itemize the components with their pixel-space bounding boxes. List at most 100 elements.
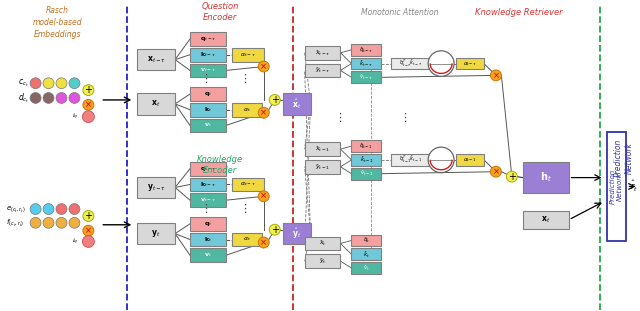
Circle shape [259,107,269,118]
Text: $\mathbf{k}_t$: $\mathbf{k}_t$ [204,105,212,114]
Text: $\hat{x}_t$: $\hat{x}_t$ [319,239,326,248]
FancyBboxPatch shape [456,58,484,69]
Circle shape [69,204,80,215]
FancyBboxPatch shape [190,87,226,101]
FancyBboxPatch shape [190,178,226,191]
Text: Prediction
Network: Prediction Network [610,169,623,204]
Circle shape [428,147,454,173]
Text: $\hat{q}_{t-\tau}$: $\hat{q}_{t-\tau}$ [359,45,373,55]
FancyBboxPatch shape [305,160,340,174]
FancyBboxPatch shape [305,254,340,268]
Text: ×: × [260,192,268,201]
FancyBboxPatch shape [232,233,262,246]
Text: $\alpha_{t-\tau}$: $\alpha_{t-\tau}$ [463,60,477,67]
Circle shape [30,93,41,103]
Circle shape [428,51,454,76]
Text: $\mathbf{y}_{t-\tau}$: $\mathbf{y}_{t-\tau}$ [147,182,166,193]
FancyBboxPatch shape [283,93,310,115]
Circle shape [43,78,54,89]
Text: ⋮: ⋮ [239,204,250,214]
Text: ×: × [85,226,92,235]
Text: $\mathbf{k}_{t-\tau}$: $\mathbf{k}_{t-\tau}$ [200,180,216,189]
FancyBboxPatch shape [456,154,484,166]
FancyBboxPatch shape [190,162,226,176]
FancyBboxPatch shape [137,49,175,71]
FancyBboxPatch shape [351,140,381,152]
Text: $i_q$: $i_q$ [72,112,79,122]
Text: ×: × [492,71,499,80]
Text: $\hat{k}_{t-1}$: $\hat{k}_{t-1}$ [360,155,373,165]
FancyBboxPatch shape [351,58,381,69]
Circle shape [83,111,94,123]
Text: $\hat{x}_{t-\tau}$: $\hat{x}_{t-\tau}$ [315,48,330,58]
Text: $\hat{v}_t$: $\hat{v}_t$ [363,263,370,273]
Circle shape [259,61,269,72]
Text: $\hat{y}_{t-1}$: $\hat{y}_{t-1}$ [315,162,330,172]
Text: +: + [84,211,92,221]
Circle shape [83,100,94,110]
Text: $\hat{v}_{t-\tau}$: $\hat{v}_{t-\tau}$ [360,72,373,82]
Text: $\mathbf{q}_t$: $\mathbf{q}_t$ [204,90,212,98]
Text: ⋮: ⋮ [200,204,211,214]
Text: Monotonic Attention: Monotonic Attention [360,8,438,17]
Text: $\hat{y}_{t-\tau}$: $\hat{y}_{t-\tau}$ [315,66,330,75]
FancyBboxPatch shape [351,248,381,260]
Circle shape [83,225,94,236]
Circle shape [56,93,67,103]
FancyBboxPatch shape [137,93,175,115]
Text: ×: × [260,62,268,71]
FancyBboxPatch shape [190,48,226,62]
Text: $\mathbf{x}_{t-\tau}$: $\mathbf{x}_{t-\tau}$ [147,54,166,65]
Circle shape [83,236,94,247]
Circle shape [69,93,80,103]
Text: $\alpha_{t-1}$: $\alpha_{t-1}$ [463,156,477,164]
Circle shape [30,78,41,89]
Text: $\mathbf{q}_{t-\tau}$: $\mathbf{q}_{t-\tau}$ [200,35,216,43]
FancyBboxPatch shape [190,233,226,246]
Text: $i_q$: $i_q$ [72,236,79,247]
Text: $\mathbf{x}_t$: $\mathbf{x}_t$ [541,215,550,225]
FancyBboxPatch shape [190,193,226,207]
FancyBboxPatch shape [351,72,381,83]
Text: Question
Encoder: Question Encoder [201,2,239,22]
Circle shape [83,211,94,221]
Text: $\mathbf{q}_{t-\tau}$: $\mathbf{q}_{t-\tau}$ [200,165,216,173]
Text: $\mathbf{k}_t$: $\mathbf{k}_t$ [204,235,212,244]
Circle shape [259,191,269,202]
FancyBboxPatch shape [232,48,264,62]
FancyBboxPatch shape [190,63,226,77]
Circle shape [43,204,54,215]
Circle shape [69,217,80,228]
Text: ×: × [85,100,92,109]
Text: Knowledge Retriever: Knowledge Retriever [475,8,563,17]
Circle shape [83,85,94,95]
Text: $\hat{\mathbf{x}}_t$: $\hat{\mathbf{x}}_t$ [292,97,301,111]
FancyBboxPatch shape [351,234,381,246]
FancyBboxPatch shape [232,103,262,117]
FancyBboxPatch shape [305,63,340,77]
Text: $\hat{\mathbf{y}}_t$: $\hat{\mathbf{y}}_t$ [292,226,301,241]
Text: $\alpha_t$: $\alpha_t$ [243,106,251,114]
Text: $\mathbf{q}_t$: $\mathbf{q}_t$ [204,220,212,228]
Text: $\mathbf{x}_t$: $\mathbf{x}_t$ [152,99,161,109]
Circle shape [30,204,41,215]
FancyBboxPatch shape [351,154,381,166]
Text: +: + [271,225,278,235]
Text: $d_{c_t}$: $d_{c_t}$ [18,91,29,105]
Circle shape [506,171,517,182]
Circle shape [30,217,41,228]
Text: $\alpha_{t-\tau}$: $\alpha_{t-\tau}$ [240,51,256,59]
Text: ×: × [492,167,499,176]
Text: $\mathbf{v}_{t-\tau}$: $\mathbf{v}_{t-\tau}$ [200,196,216,204]
FancyBboxPatch shape [232,178,264,191]
FancyBboxPatch shape [190,103,226,117]
Text: $\hat{v}_{t-1}$: $\hat{v}_{t-1}$ [360,169,373,179]
Text: +: + [271,95,278,105]
Text: ⋮: ⋮ [200,74,211,84]
Text: $\hat{y}_t$: $\hat{y}_t$ [319,256,326,266]
FancyBboxPatch shape [190,248,226,262]
FancyBboxPatch shape [283,223,310,244]
Text: Prediction
Network: Prediction Network [613,139,634,177]
Text: $\hat{q}_t$: $\hat{q}_t$ [363,236,370,245]
Text: $\hat{x}_{t-1}$: $\hat{x}_{t-1}$ [315,144,330,154]
